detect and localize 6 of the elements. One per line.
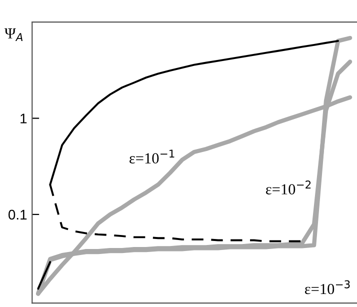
y-tick-label: 0.1 (8, 210, 27, 220)
y-axis-title: Ψ$_{A}$ (4, 28, 23, 41)
annotation: ε=10$^{−2}$ (266, 180, 311, 194)
annotation: ε=10$^{−3}$ (304, 280, 350, 294)
y-tick-label: 1 (20, 114, 27, 124)
annotation: ε=10$^{−1}$ (130, 150, 174, 164)
